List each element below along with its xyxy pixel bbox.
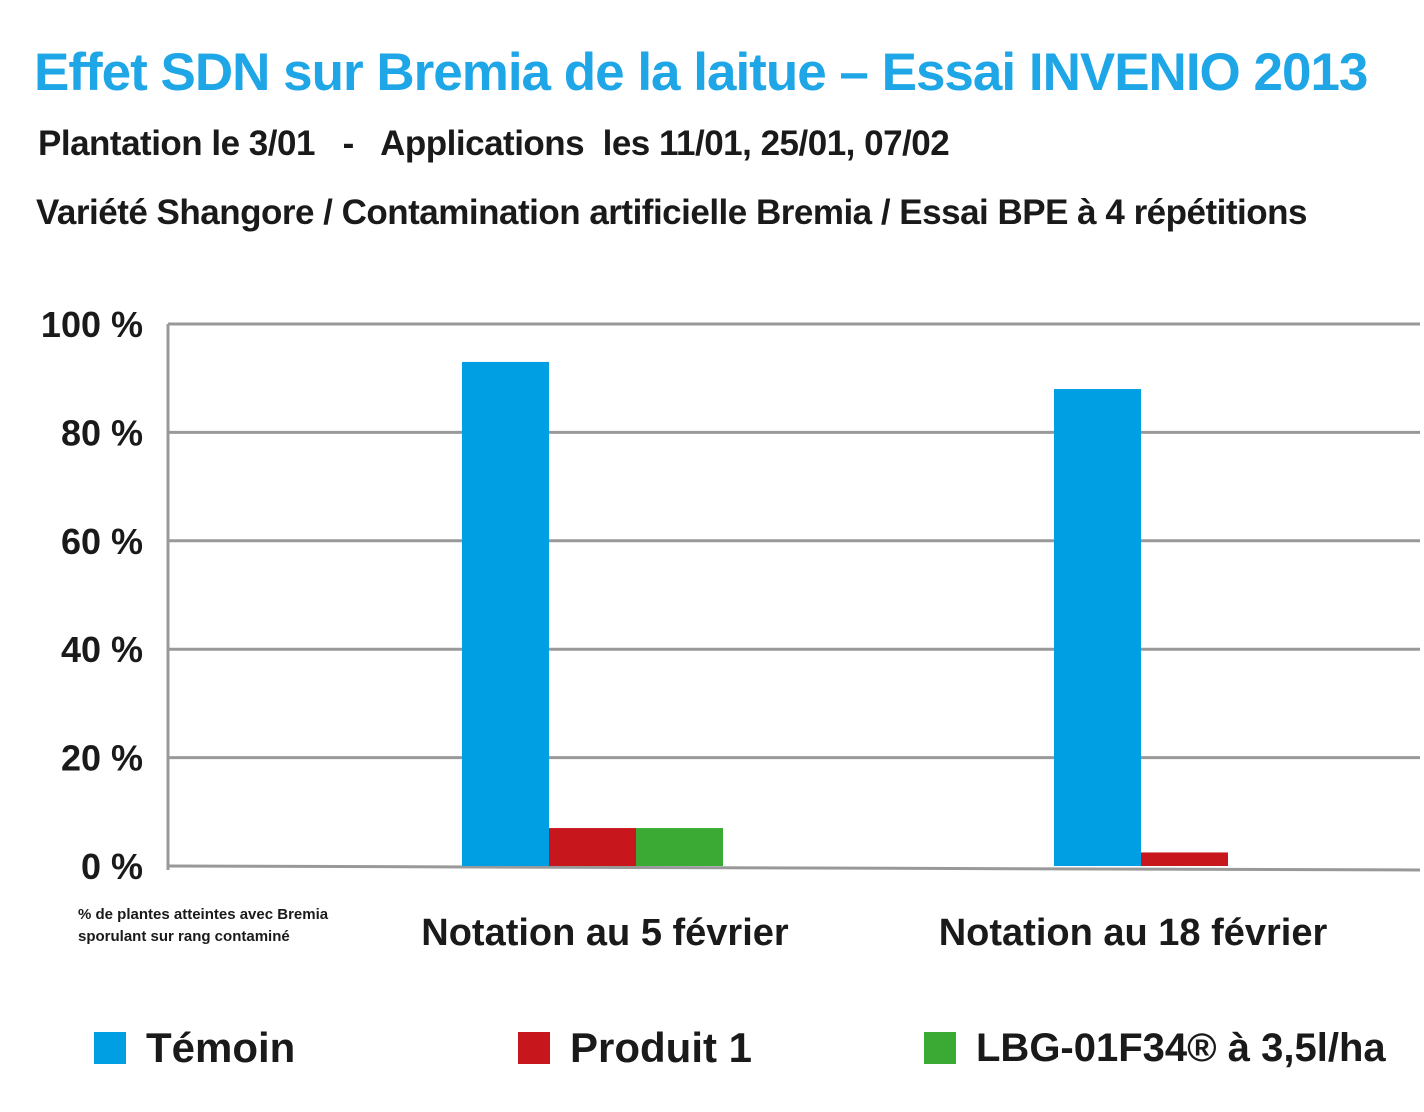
x-tick-label-2: Notation au 18 février (939, 912, 1328, 954)
gridline-0 (167, 864, 1421, 872)
y-axis-note-line-1: % de plantes atteintes avec Bremia (78, 906, 329, 923)
bar-lbg-1 (636, 828, 723, 866)
bar-produit-1-2 (1141, 852, 1228, 866)
x-tick-label-1: Notation au 5 février (421, 912, 789, 954)
bar-chart: 0 % 20 % 40 % 60 % 80 % 100 % Notation au 5 f… (41, 304, 1421, 954)
chart-subtitle-line-1: Plantation le 3/01 - Applications les 11… (38, 124, 950, 163)
legend-item-lbg: LBG-01F34® à 3,5l/ha (924, 1022, 1386, 1074)
y-tick-label-100: 100 % (41, 304, 143, 345)
y-axis-note: % de plantes atteintes avec Bremia sporu… (78, 904, 328, 948)
legend-label-produit-1: Produit 1 (570, 1024, 753, 1071)
legend-label-lbg: LBG-01F34® à 3,5l/ha (976, 1025, 1386, 1070)
y-tick-label-20: 20 % (61, 738, 143, 779)
legend-swatch-lbg (924, 1032, 956, 1064)
grid-layer (166, 322, 1421, 872)
chart-subtitle-line-2: Variété Shangore / Contamination artific… (36, 193, 1307, 232)
bar-temoin-1 (462, 361, 549, 866)
bars-layer (462, 361, 1228, 866)
y-tick-label-0: 0 % (81, 846, 143, 887)
x-axis-ticks: Notation au 5 février Notation au 18 févr… (421, 912, 1327, 954)
y-tick-label-80: 80 % (61, 412, 143, 453)
y-axis-ticks: 0 % 20 % 40 % 60 % 80 % 100 % (41, 304, 143, 887)
bar-produit-1-1 (549, 828, 636, 866)
y-axis-note-line-2: sporulant sur rang contaminé (78, 928, 290, 945)
legend-item-produit-1: Produit 1 (518, 1022, 752, 1074)
y-tick-label-40: 40 % (61, 629, 143, 670)
legend-label-temoin: Témoin (146, 1024, 296, 1071)
legend-swatch-temoin (94, 1032, 126, 1064)
legend-item-temoin: Témoin (94, 1022, 295, 1074)
y-tick-label-60: 60 % (61, 521, 143, 562)
bar-temoin-2 (1054, 389, 1141, 866)
chart-title: Effet SDN sur Bremia de la laitue – Essa… (34, 43, 1368, 102)
legend-swatch-produit-1 (518, 1032, 550, 1064)
